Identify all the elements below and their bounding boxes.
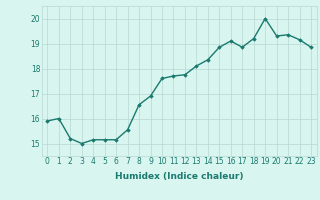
X-axis label: Humidex (Indice chaleur): Humidex (Indice chaleur) [115,172,244,181]
